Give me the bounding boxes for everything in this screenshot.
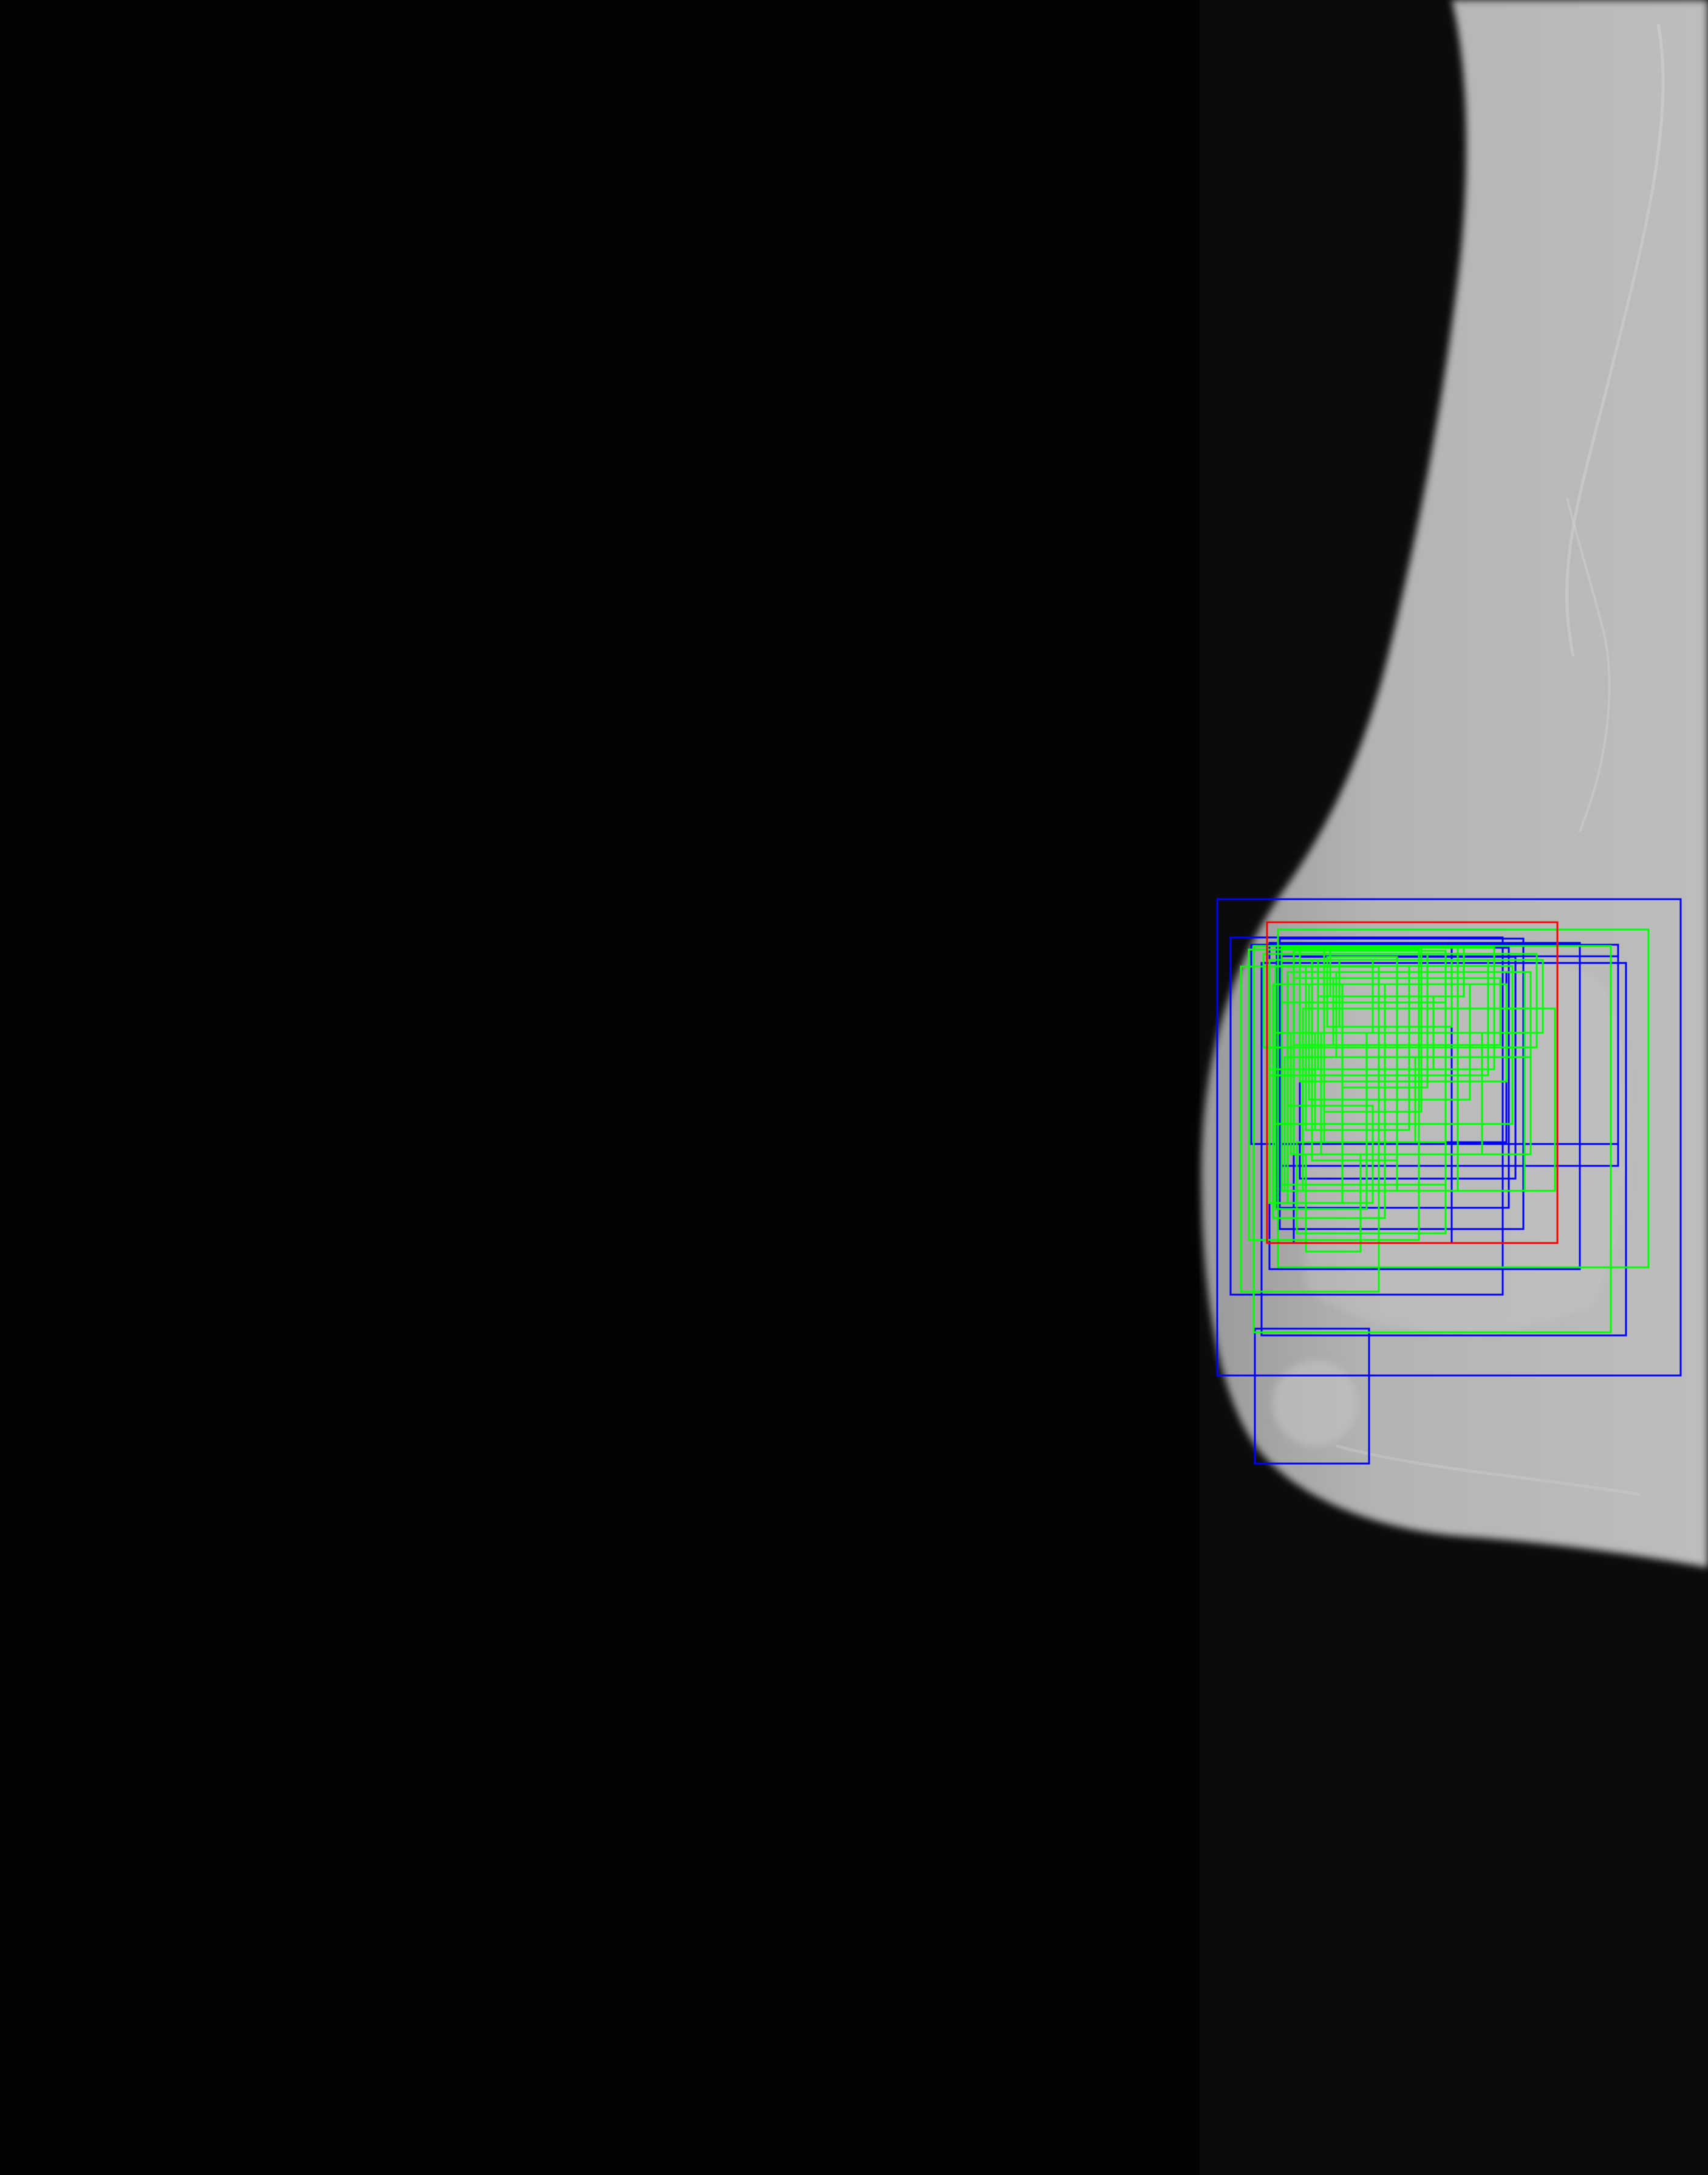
red-detection-box-1 <box>1266 921 1559 1244</box>
green-detection-box-29 <box>1302 1007 1556 1192</box>
nipple-region <box>1272 1361 1358 1446</box>
blue-detection-box-10 <box>1299 956 1517 1180</box>
green-detection-box-38 <box>1323 1056 1416 1143</box>
green-detection-box-2 <box>1252 945 1612 1334</box>
green-detection-box-36 <box>1305 1153 1362 1253</box>
tissue-vessel <box>1566 498 1611 833</box>
green-detection-box-34 <box>1286 1105 1374 1204</box>
green-detection-box-28 <box>1293 977 1501 1046</box>
green-detection-box-18 <box>1290 1032 1483 1156</box>
green-detection-box-37 <box>1314 1032 1386 1131</box>
green-detection-box-1 <box>1277 928 1650 1269</box>
blue-detection-box-12 <box>1254 1327 1370 1465</box>
green-detection-box-26 <box>1335 971 1532 1058</box>
green-detection-box-33 <box>1338 959 1453 1028</box>
green-detection-box-35 <box>1296 1141 1447 1235</box>
blue-detection-box-8 <box>1260 962 1627 1337</box>
green-detection-box-31 <box>1320 1032 1532 1156</box>
tissue-fibers <box>1565 24 1665 657</box>
green-detection-box-32 <box>1329 947 1465 998</box>
green-detection-box-39 <box>1332 977 1380 1046</box>
blue-detection-box-1 <box>1216 898 1682 1377</box>
blue-detection-box-2 <box>1229 936 1504 1296</box>
lower-fold <box>1336 1444 1641 1496</box>
green-detection-box-40 <box>1341 1001 1429 1089</box>
green-detection-box-4 <box>1248 948 1420 1241</box>
